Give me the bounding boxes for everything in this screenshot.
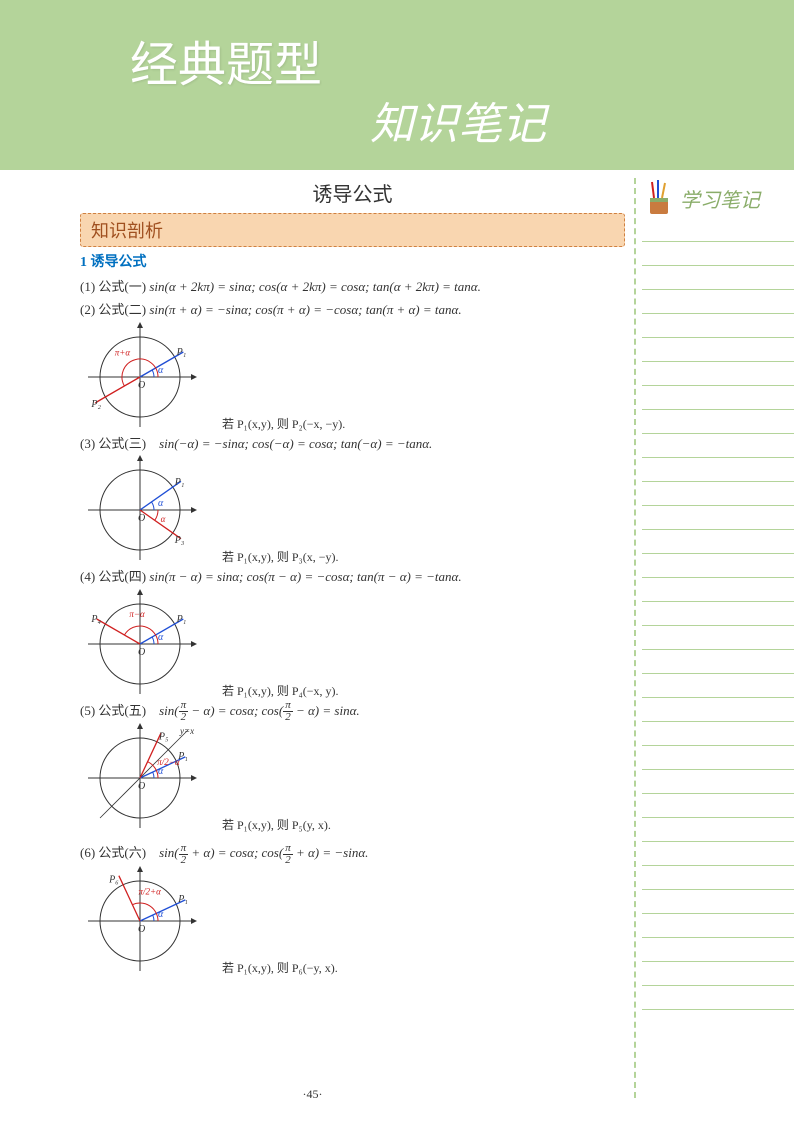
diagram-caption-2: 若 P₁(x,y), 则 P₃(x, −y). (222, 548, 338, 565)
note-line (642, 866, 794, 890)
note-line (642, 290, 794, 314)
svg-text:α: α (158, 766, 164, 777)
unit-circle-diagram-2: O α α P₁ P₃ (80, 455, 210, 565)
svg-text:P₅: P₅ (158, 732, 169, 743)
svg-text:P₁: P₁ (174, 477, 185, 488)
svg-text:P₂: P₂ (90, 399, 101, 410)
note-line (642, 314, 794, 338)
note-line (642, 458, 794, 482)
note-line (642, 362, 794, 386)
formula-1: (1) 公式(一) sin(α + 2kπ) = sinα; cos(α + 2… (80, 275, 625, 298)
main-content: 诱导公式 知识剖析 1 诱导公式 (1) 公式(一) sin(α + 2kπ) … (80, 178, 625, 976)
note-line (642, 506, 794, 530)
svg-text:O: O (138, 513, 145, 524)
svg-text:π/2+α: π/2+α (138, 886, 161, 896)
formula-3: (3) 公式(三) sin(−α) = −sinα; cos(−α) = cos… (80, 432, 625, 455)
svg-text:α: α (158, 365, 164, 376)
formula-5: (5) 公式(五) sin(π2 − α) = cosα; cos(π2 − α… (80, 699, 625, 724)
notes-column: 学习笔记 (634, 178, 794, 1098)
svg-text:O: O (138, 781, 145, 792)
header-title-1: 经典题型 (130, 25, 322, 95)
note-line (642, 794, 794, 818)
note-lines (642, 218, 794, 1010)
unit-circle-diagram-3: O α π−α P₁ P₄ (80, 589, 210, 699)
formula-4: (4) 公式(四) sin(π − α) = sinα; cos(π − α) … (80, 565, 625, 588)
note-line (642, 242, 794, 266)
diagram-caption-1: 若 P₁(x,y), 则 P₂(−x, −y). (222, 415, 345, 432)
note-line (642, 842, 794, 866)
svg-text:O: O (138, 647, 145, 658)
svg-text:P₁: P₁ (176, 347, 187, 358)
note-line (642, 266, 794, 290)
diagram-caption-5: 若 P₁(x,y), 则 P₆(−y, x). (222, 959, 338, 976)
note-line (642, 770, 794, 794)
notes-title: 学习笔记 (680, 184, 760, 213)
diagram-row-4: O y=x α π/2−α P₁ P₅ 若 P₁(x,y), 则 P₅(y, x… (80, 723, 625, 833)
note-line (642, 986, 794, 1010)
svg-text:O: O (138, 924, 145, 935)
note-line (642, 698, 794, 722)
svg-text:P₁: P₁ (177, 751, 188, 762)
svg-text:O: O (138, 380, 145, 391)
note-line (642, 218, 794, 242)
diagram-row-3: O α π−α P₁ P₄ 若 P₁(x,y), 则 P₄(−x, y). (80, 589, 625, 699)
note-line (642, 626, 794, 650)
svg-text:α: α (158, 909, 164, 920)
svg-text:P₆: P₆ (108, 874, 119, 885)
note-line (642, 602, 794, 626)
diagram-row-1: O α π+α P₁ P₂ 若 P₁(x,y), 则 P₂(−x, −y). (80, 322, 625, 432)
svg-text:P₃: P₃ (174, 535, 185, 546)
svg-text:α: α (161, 514, 166, 524)
note-line (642, 890, 794, 914)
note-line (642, 530, 794, 554)
formula-2: (2) 公式(二) sin(π + α) = −sinα; cos(π + α)… (80, 298, 625, 321)
svg-text:α: α (158, 498, 164, 509)
pencil-cup-icon (642, 178, 676, 218)
section-band: 知识剖析 (80, 213, 625, 247)
note-line (642, 962, 794, 986)
svg-text:π−α: π−α (129, 609, 145, 619)
header-band: 经典题型 知识笔记 (0, 0, 794, 170)
diagram-caption-4: 若 P₁(x,y), 则 P₅(y, x). (222, 816, 331, 833)
svg-text:π+α: π+α (115, 347, 131, 357)
note-line (642, 554, 794, 578)
subheading: 1 诱导公式 (80, 251, 625, 271)
note-line (642, 938, 794, 962)
note-line (642, 410, 794, 434)
note-line (642, 338, 794, 362)
note-line (642, 818, 794, 842)
svg-text:P₁: P₁ (176, 614, 187, 625)
page-title: 诱导公式 (80, 178, 625, 207)
note-line (642, 650, 794, 674)
svg-text:α: α (158, 632, 164, 643)
note-line (642, 482, 794, 506)
svg-text:P₄: P₄ (90, 614, 101, 625)
note-line (642, 746, 794, 770)
diagram-caption-3: 若 P₁(x,y), 则 P₄(−x, y). (222, 682, 338, 699)
page-number: ·45· (0, 1087, 625, 1102)
unit-circle-diagram-4: O y=x α π/2−α P₁ P₅ (80, 723, 210, 833)
header-title-2: 知识笔记 (370, 88, 546, 152)
note-line (642, 578, 794, 602)
note-line (642, 722, 794, 746)
svg-text:P₁: P₁ (177, 894, 188, 905)
notes-header: 学习笔记 (642, 178, 794, 218)
diagram-row-2: O α α P₁ P₃ 若 P₁(x,y), 则 P₃(x, −y). (80, 455, 625, 565)
diagram-row-5: O α π/2+α P₁ P₆ 若 P₁(x,y), 则 P₆(−y, x). (80, 866, 625, 976)
unit-circle-diagram-5: O α π/2+α P₁ P₆ (80, 866, 210, 976)
note-line (642, 914, 794, 938)
note-line (642, 386, 794, 410)
svg-text:π/2−α: π/2−α (157, 757, 180, 767)
note-line (642, 674, 794, 698)
unit-circle-diagram-1: O α π+α P₁ P₂ (80, 322, 210, 432)
formula-6: (6) 公式(六) sin(π2 + α) = cosα; cos(π2 + α… (80, 841, 625, 866)
note-line (642, 434, 794, 458)
svg-text:y=x: y=x (179, 726, 194, 736)
